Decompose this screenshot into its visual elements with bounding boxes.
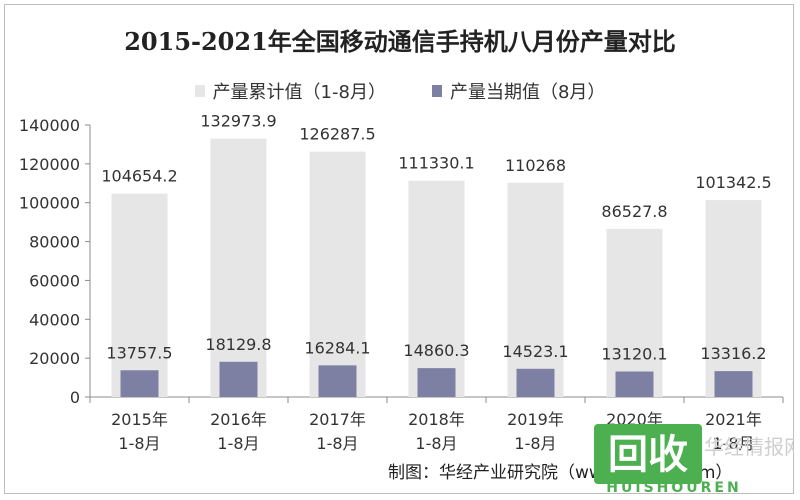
chart-title: 2015-2021年全国移动通信手持机八月份产量对比	[124, 27, 676, 56]
bar-monthly	[219, 361, 258, 397]
data-label-monthly: 14523.1	[502, 342, 568, 361]
data-label-cumulative: 110268	[505, 156, 566, 175]
x-tick-sublabel: 1-8月	[217, 434, 259, 453]
x-tick-label: 2021年	[705, 410, 762, 429]
data-label-cumulative: 101342.5	[695, 173, 771, 192]
bar-cumulative	[507, 182, 564, 397]
x-tick-sublabel: 1-8月	[514, 434, 556, 453]
x-tick-sublabel: 1-8月	[712, 434, 754, 453]
bar-monthly	[714, 371, 753, 397]
data-label-monthly: 13316.2	[700, 344, 766, 363]
legend-item-cumulative: 产量累计值（1-8月）	[194, 78, 386, 104]
chart-frame	[4, 4, 794, 494]
data-label-monthly: 14860.3	[403, 341, 469, 360]
y-tick-label: 120000	[19, 155, 80, 174]
bar-monthly	[615, 371, 654, 397]
x-tick-label: 2019年	[507, 410, 564, 429]
y-tick-label: 0	[70, 388, 80, 407]
x-tick-label: 2015年	[111, 410, 168, 429]
bar-cumulative	[408, 180, 465, 397]
y-tick-label: 140000	[19, 116, 80, 135]
bar-monthly	[417, 368, 456, 397]
bar-monthly	[516, 368, 555, 397]
data-label-cumulative: 126287.5	[299, 125, 375, 144]
data-label-monthly: 13757.5	[106, 343, 172, 362]
y-tick-label: 100000	[19, 194, 80, 213]
data-label-monthly: 13120.1	[601, 345, 667, 364]
watermark-badge	[594, 424, 702, 484]
legend-swatch-monthly	[431, 85, 442, 97]
bar-cumulative	[111, 193, 168, 397]
watermark-side-text: 华经情报网	[704, 435, 794, 459]
data-label-monthly: 16284.1	[304, 338, 370, 357]
x-tick-label: 2017年	[309, 410, 366, 429]
watermark-logo: 回收 华经情报网 HUISHOUREN	[594, 424, 794, 494]
bar-monthly	[318, 365, 357, 397]
legend-item-monthly: 产量当期值（8月）	[431, 78, 606, 104]
bar-cumulative	[705, 200, 762, 397]
legend-label-monthly: 产量当期值（8月）	[449, 82, 606, 103]
legend-swatch-cumulative	[194, 85, 205, 97]
x-tick-sublabel: 1-8月	[316, 434, 358, 453]
x-tick-sublabel: 1-8月	[415, 434, 457, 453]
watermark-subtext: HUISHOUREN	[606, 480, 741, 494]
bar-cumulative	[606, 228, 663, 397]
chart-legend: 产量累计值（1-8月） 产量当期值（8月）	[0, 78, 800, 104]
y-tick-label: 60000	[29, 271, 80, 290]
x-tick-label: 2016年	[210, 410, 267, 429]
y-tick-label: 40000	[29, 310, 80, 329]
data-label-monthly: 18129.8	[205, 335, 271, 354]
data-label-cumulative: 132973.9	[200, 112, 276, 131]
data-label-cumulative: 104654.2	[101, 167, 177, 186]
data-label-cumulative: 86527.8	[601, 202, 667, 221]
y-tick-label: 20000	[29, 349, 80, 368]
bar-cumulative	[309, 151, 366, 397]
watermark-text: 回收	[608, 432, 688, 478]
y-tick-label: 80000	[29, 233, 80, 252]
bar-monthly	[120, 370, 159, 397]
x-tick-sublabel: 1-8月	[118, 434, 160, 453]
x-tick-label: 2018年	[408, 410, 465, 429]
data-label-cumulative: 111330.1	[398, 154, 474, 173]
bar-cumulative	[210, 138, 267, 398]
legend-label-cumulative: 产量累计值（1-8月）	[212, 82, 386, 103]
